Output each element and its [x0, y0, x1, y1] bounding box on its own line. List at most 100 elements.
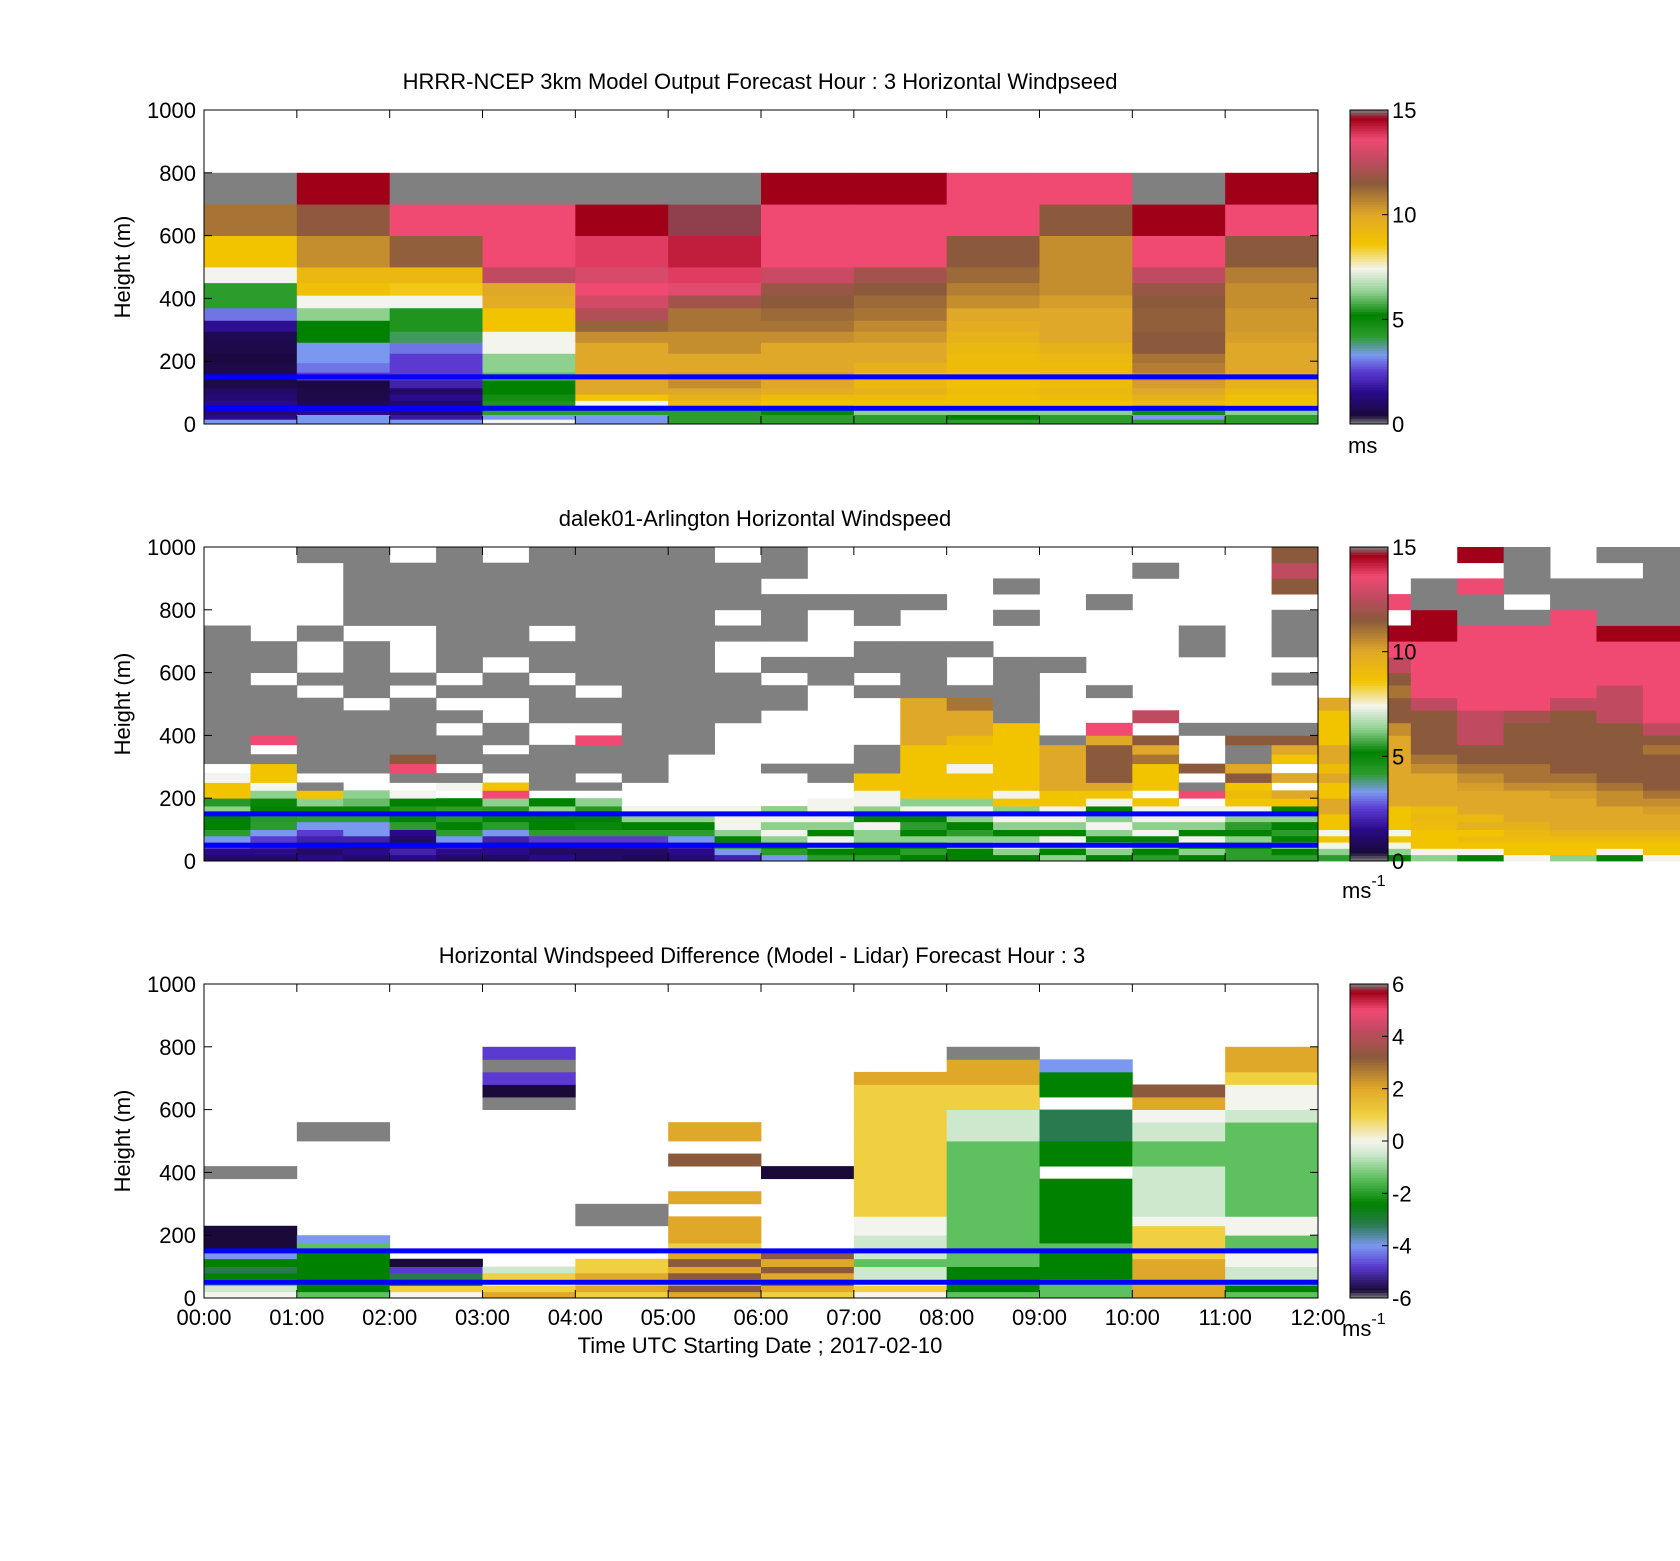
- colorbar-swatch: [1350, 141, 1388, 145]
- heatmap-cell: [1457, 656, 1505, 673]
- heatmap-cell: [853, 798, 901, 807]
- colorbar-swatch: [1350, 1193, 1388, 1197]
- heatmap-cell: [946, 790, 994, 799]
- colorbar-swatch: [1350, 638, 1388, 642]
- heatmap-cell: [946, 267, 1040, 284]
- heatmap-cell: [296, 798, 344, 807]
- heatmap-cell: [853, 1141, 948, 1154]
- heatmap-cell: [714, 578, 762, 595]
- heatmap-cell: [1410, 813, 1458, 823]
- heatmap-cell: [1503, 744, 1551, 755]
- colorbar-swatch: [1350, 1143, 1388, 1147]
- heatmap-cell: [1457, 782, 1505, 791]
- heatmap-cell: [436, 547, 483, 564]
- heatmap-cell: [1085, 722, 1133, 736]
- heatmap-cell: [575, 380, 669, 389]
- colorbar-swatch: [1350, 1195, 1388, 1199]
- colorbar-swatch: [1350, 1216, 1388, 1220]
- colorbar-swatch: [1350, 1153, 1388, 1157]
- heatmap-cell: [1596, 829, 1644, 837]
- heatmap-cell: [528, 854, 576, 862]
- colorbar-swatch: [1350, 698, 1388, 702]
- colorbar-swatch: [1350, 578, 1388, 582]
- heatmap-cell: [296, 782, 344, 791]
- heatmap-cell: [1596, 842, 1644, 849]
- heatmap-cell: [1178, 625, 1226, 642]
- heatmap-cell: [482, 790, 530, 799]
- colorbar-tick-label: 4: [1392, 1024, 1404, 1049]
- colorbar-swatch: [1350, 549, 1388, 553]
- heatmap-cell: [343, 722, 391, 736]
- heatmap-cell: [1225, 1122, 1319, 1142]
- heatmap-cell: [528, 798, 576, 807]
- y-axis-label: Height (m): [110, 653, 135, 756]
- y-tick-label: 200: [159, 349, 196, 374]
- colorbar-swatch: [1350, 847, 1388, 851]
- colorbar-swatch: [1350, 109, 1388, 113]
- heatmap-cell: [250, 656, 298, 673]
- colorbar-swatch: [1350, 562, 1388, 566]
- heatmap-cell: [250, 829, 298, 837]
- colorbar-swatch: [1350, 1020, 1388, 1024]
- heatmap-cell: [1132, 342, 1226, 354]
- heatmap-cell: [1642, 813, 1680, 823]
- heatmap-cell: [993, 754, 1040, 765]
- heatmap-cell: [761, 835, 808, 843]
- heatmap-cell: [296, 362, 391, 373]
- colorbar-swatch: [1350, 1179, 1388, 1184]
- heatmap-cell: [482, 641, 530, 658]
- colorbar-swatch: [1350, 196, 1388, 200]
- heatmap-cell: [204, 685, 251, 699]
- heatmap-cell: [389, 394, 483, 401]
- heatmap-cell: [900, 806, 948, 815]
- heatmap-cell: [853, 1266, 948, 1274]
- heatmap-cell: [1132, 387, 1226, 395]
- heatmap-cell: [621, 735, 669, 746]
- colorbar-swatch: [1350, 114, 1388, 119]
- heatmap-cell: [1271, 854, 1319, 862]
- heatmap-cell: [853, 1203, 948, 1217]
- y-tick-label: 800: [159, 1035, 196, 1060]
- colorbar-swatch: [1350, 1266, 1388, 1270]
- heatmap-cell: [900, 829, 948, 837]
- colorbar-swatch: [1350, 190, 1388, 195]
- heatmap-cell: [343, 763, 391, 774]
- heatmap-cell: [1410, 710, 1458, 724]
- heatmap-cell: [761, 1250, 855, 1260]
- colorbar-swatch: [1350, 188, 1388, 192]
- heatmap-cell: [853, 1243, 948, 1252]
- colorbar-swatch: [1350, 588, 1388, 592]
- heatmap-cell: [1132, 1084, 1226, 1098]
- heatmap-cell: [1225, 782, 1272, 791]
- heatmap-cell: [853, 295, 948, 309]
- heatmap-cell: [946, 1235, 1040, 1244]
- heatmap-cell: [1085, 735, 1133, 746]
- heatmap-cell: [250, 821, 298, 830]
- heatmap-cell: [668, 672, 715, 686]
- colorbar-swatch: [1350, 397, 1388, 401]
- heatmap-cell: [1225, 848, 1272, 856]
- heatmap-cell: [668, 710, 715, 724]
- heatmap-cell: [1039, 813, 1087, 823]
- heatmap-cell: [1225, 414, 1319, 420]
- heatmap-cell: [204, 1291, 298, 1299]
- heatmap-cell: [1503, 790, 1551, 799]
- colorbar-swatch: [1350, 1190, 1388, 1194]
- colorbar-swatch: [1350, 1164, 1388, 1168]
- colorbar-swatch: [1350, 714, 1388, 718]
- heatmap-cell: [1225, 1235, 1319, 1244]
- heatmap-cell: [1132, 782, 1180, 791]
- colorbar-swatch: [1350, 271, 1388, 276]
- heatmap-cell: [946, 1141, 1040, 1154]
- heatmap-cell: [436, 848, 483, 856]
- colorbar-swatch: [1350, 277, 1388, 281]
- heatmap-cell: [575, 848, 623, 856]
- heatmap-cell: [204, 1166, 298, 1180]
- heatmap-cell: [204, 394, 298, 401]
- heatmap-cell: [946, 394, 1040, 401]
- heatmap-cell: [250, 790, 298, 799]
- x-tick-label: 04:00: [548, 1305, 603, 1330]
- heatmap-cell: [714, 672, 762, 686]
- colorbar-swatch: [1350, 224, 1388, 229]
- colorbar-swatch: [1350, 803, 1388, 807]
